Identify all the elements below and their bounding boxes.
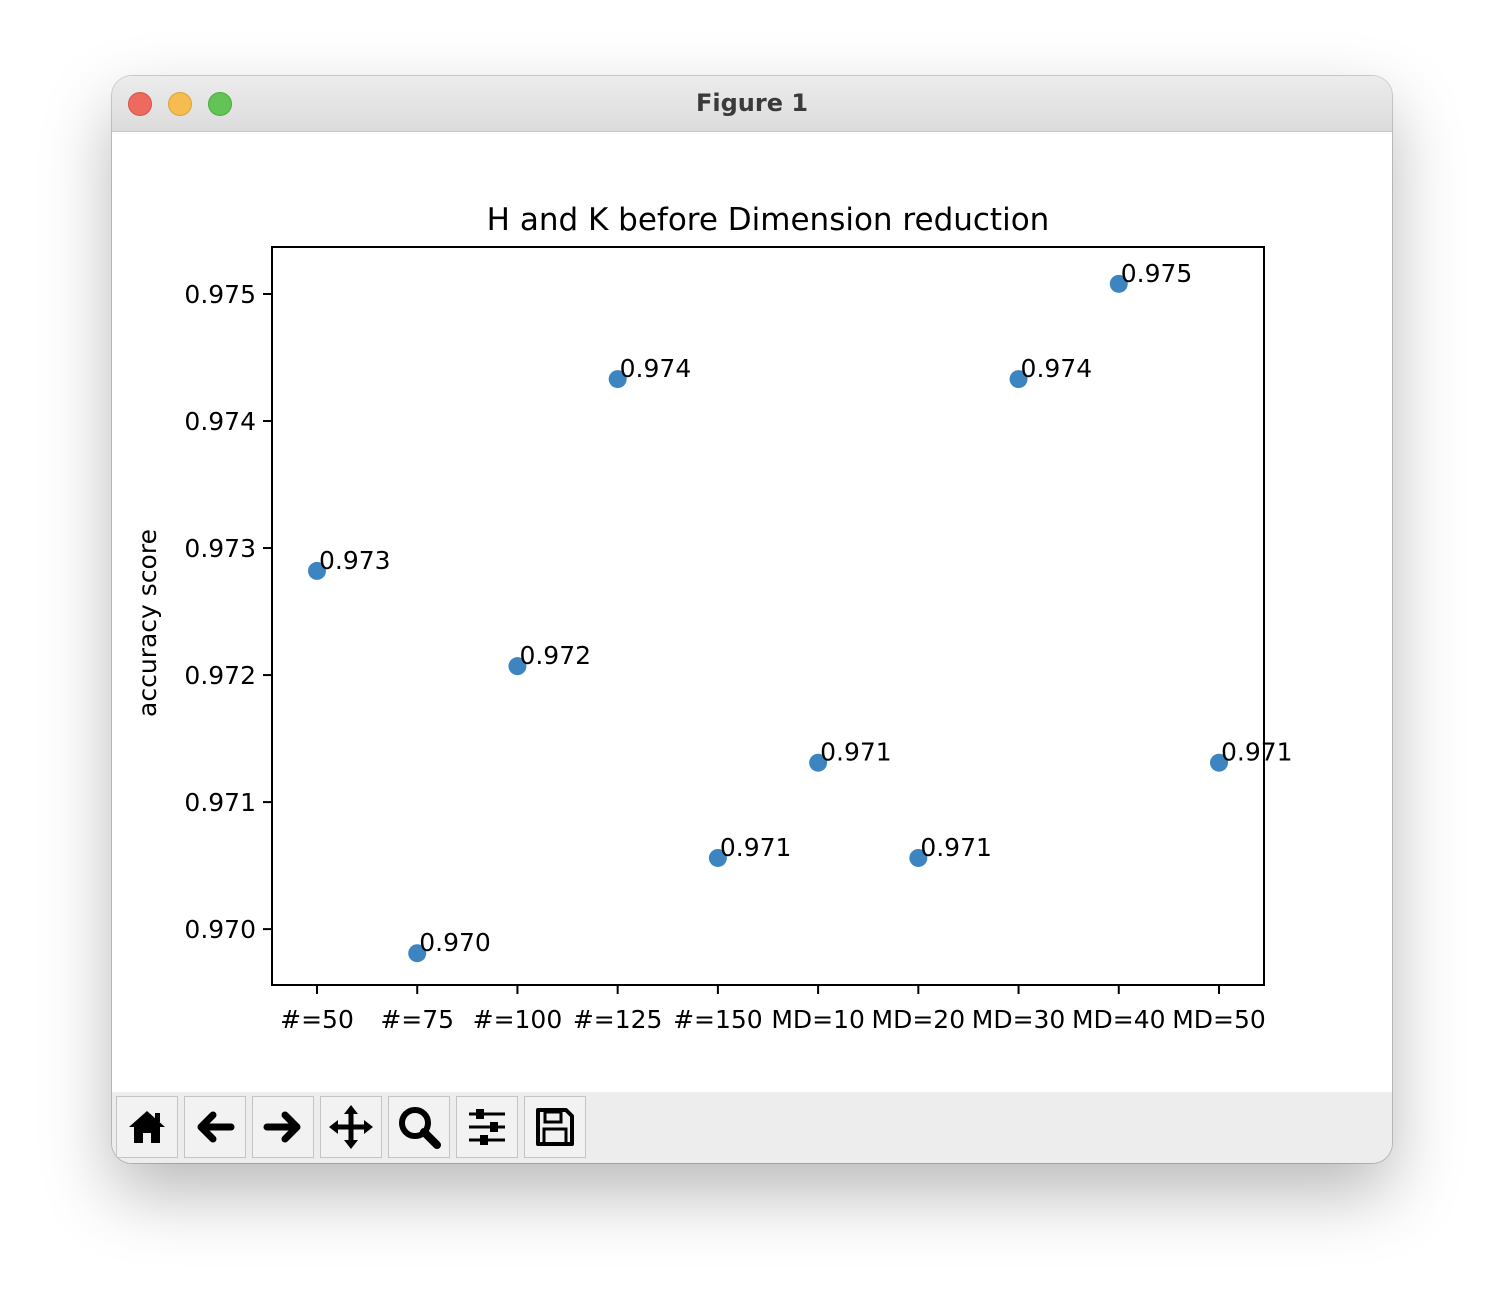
- data-point-label: 0.973: [319, 546, 391, 575]
- data-point-label: 0.971: [920, 833, 992, 862]
- data-point-label: 0.971: [820, 738, 892, 767]
- data-point: [708, 848, 727, 867]
- maximize-window-button[interactable]: [208, 92, 232, 116]
- data-point-label: 0.972: [519, 641, 591, 670]
- x-tick-label: MD=40: [1072, 1005, 1166, 1034]
- y-tick-label: 0.972: [184, 661, 256, 690]
- data-point: [508, 657, 527, 676]
- y-tick-label: 0.973: [184, 534, 256, 563]
- back-arrow-icon: [197, 1111, 235, 1143]
- plot-area-frame: [271, 246, 1265, 986]
- data-point-label: 0.971: [1221, 738, 1293, 767]
- save-floppy-icon: [536, 1108, 574, 1146]
- y-axis-ticks: 0.970 0.971 0.972 0.973 0.974 0.975: [184, 280, 272, 944]
- data-point-label: 0.971: [720, 833, 792, 862]
- forward-arrow-icon: [263, 1111, 301, 1143]
- data-point-label: 0.975: [1121, 259, 1193, 288]
- scatter-chart: H and K before Dimension reduction accur…: [133, 202, 1293, 1034]
- data-point: [1009, 370, 1028, 389]
- data-point-labels: 0.973 0.970 0.972 0.974 0.971 0.971 0.971 0.974…: [319, 259, 1293, 957]
- window-title: Figure 1: [695, 89, 809, 117]
- x-tick-label: #=125: [573, 1005, 663, 1034]
- data-point: [408, 944, 427, 963]
- configure-subplots-button[interactable]: [456, 1096, 518, 1158]
- data-point-label: 0.974: [620, 354, 692, 383]
- home-icon: [129, 1111, 165, 1143]
- x-tick-label: MD=30: [972, 1005, 1066, 1034]
- forward-button[interactable]: [252, 1096, 314, 1158]
- pan-move-icon: [329, 1105, 373, 1149]
- data-point: [608, 370, 627, 389]
- figure-window: Figure 1 H and K before Dimension reduct…: [112, 76, 1392, 1163]
- x-tick-label: #=100: [473, 1005, 563, 1034]
- title-bar: Figure 1: [112, 76, 1392, 132]
- x-axis-ticks: #=50 #=75 #=100 #=125 #=150 MD=10 MD=20 MD=30 MD…: [280, 985, 1266, 1034]
- y-tick-label: 0.974: [184, 407, 256, 436]
- configure-subplots-icon: [469, 1109, 505, 1145]
- back-button[interactable]: [184, 1096, 246, 1158]
- y-tick-label: 0.971: [184, 788, 256, 817]
- zoom-magnifier-icon: [399, 1107, 441, 1149]
- home-button[interactable]: [116, 1096, 178, 1158]
- chart-title: H and K before Dimension reduction: [487, 202, 1050, 238]
- x-tick-label: MD=50: [1172, 1005, 1266, 1034]
- y-tick-label: 0.975: [184, 280, 256, 309]
- figure-canvas: H and K before Dimension reduction accur…: [112, 132, 1392, 1092]
- x-tick-label: #=75: [380, 1005, 454, 1034]
- y-axis-label: accuracy score: [133, 529, 162, 717]
- data-point: [1109, 274, 1128, 293]
- y-tick-label: 0.970: [184, 915, 256, 944]
- x-tick-label: MD=10: [771, 1005, 865, 1034]
- data-point: [809, 753, 828, 772]
- save-button[interactable]: [524, 1096, 586, 1158]
- minimize-window-button[interactable]: [168, 92, 192, 116]
- x-tick-label: #=150: [673, 1005, 763, 1034]
- navigation-toolbar: [112, 1092, 1392, 1163]
- data-point-label: 0.974: [1021, 354, 1093, 383]
- data-point: [308, 561, 326, 580]
- x-tick-label: #=50: [280, 1005, 354, 1034]
- data-point: [909, 848, 928, 867]
- data-point-label: 0.970: [419, 928, 491, 957]
- data-point: [1210, 753, 1228, 772]
- data-points: [308, 274, 1228, 963]
- zoom-button[interactable]: [388, 1096, 450, 1158]
- close-window-button[interactable]: [128, 92, 152, 116]
- x-tick-label: MD=20: [872, 1005, 966, 1034]
- pan-button[interactable]: [320, 1096, 382, 1158]
